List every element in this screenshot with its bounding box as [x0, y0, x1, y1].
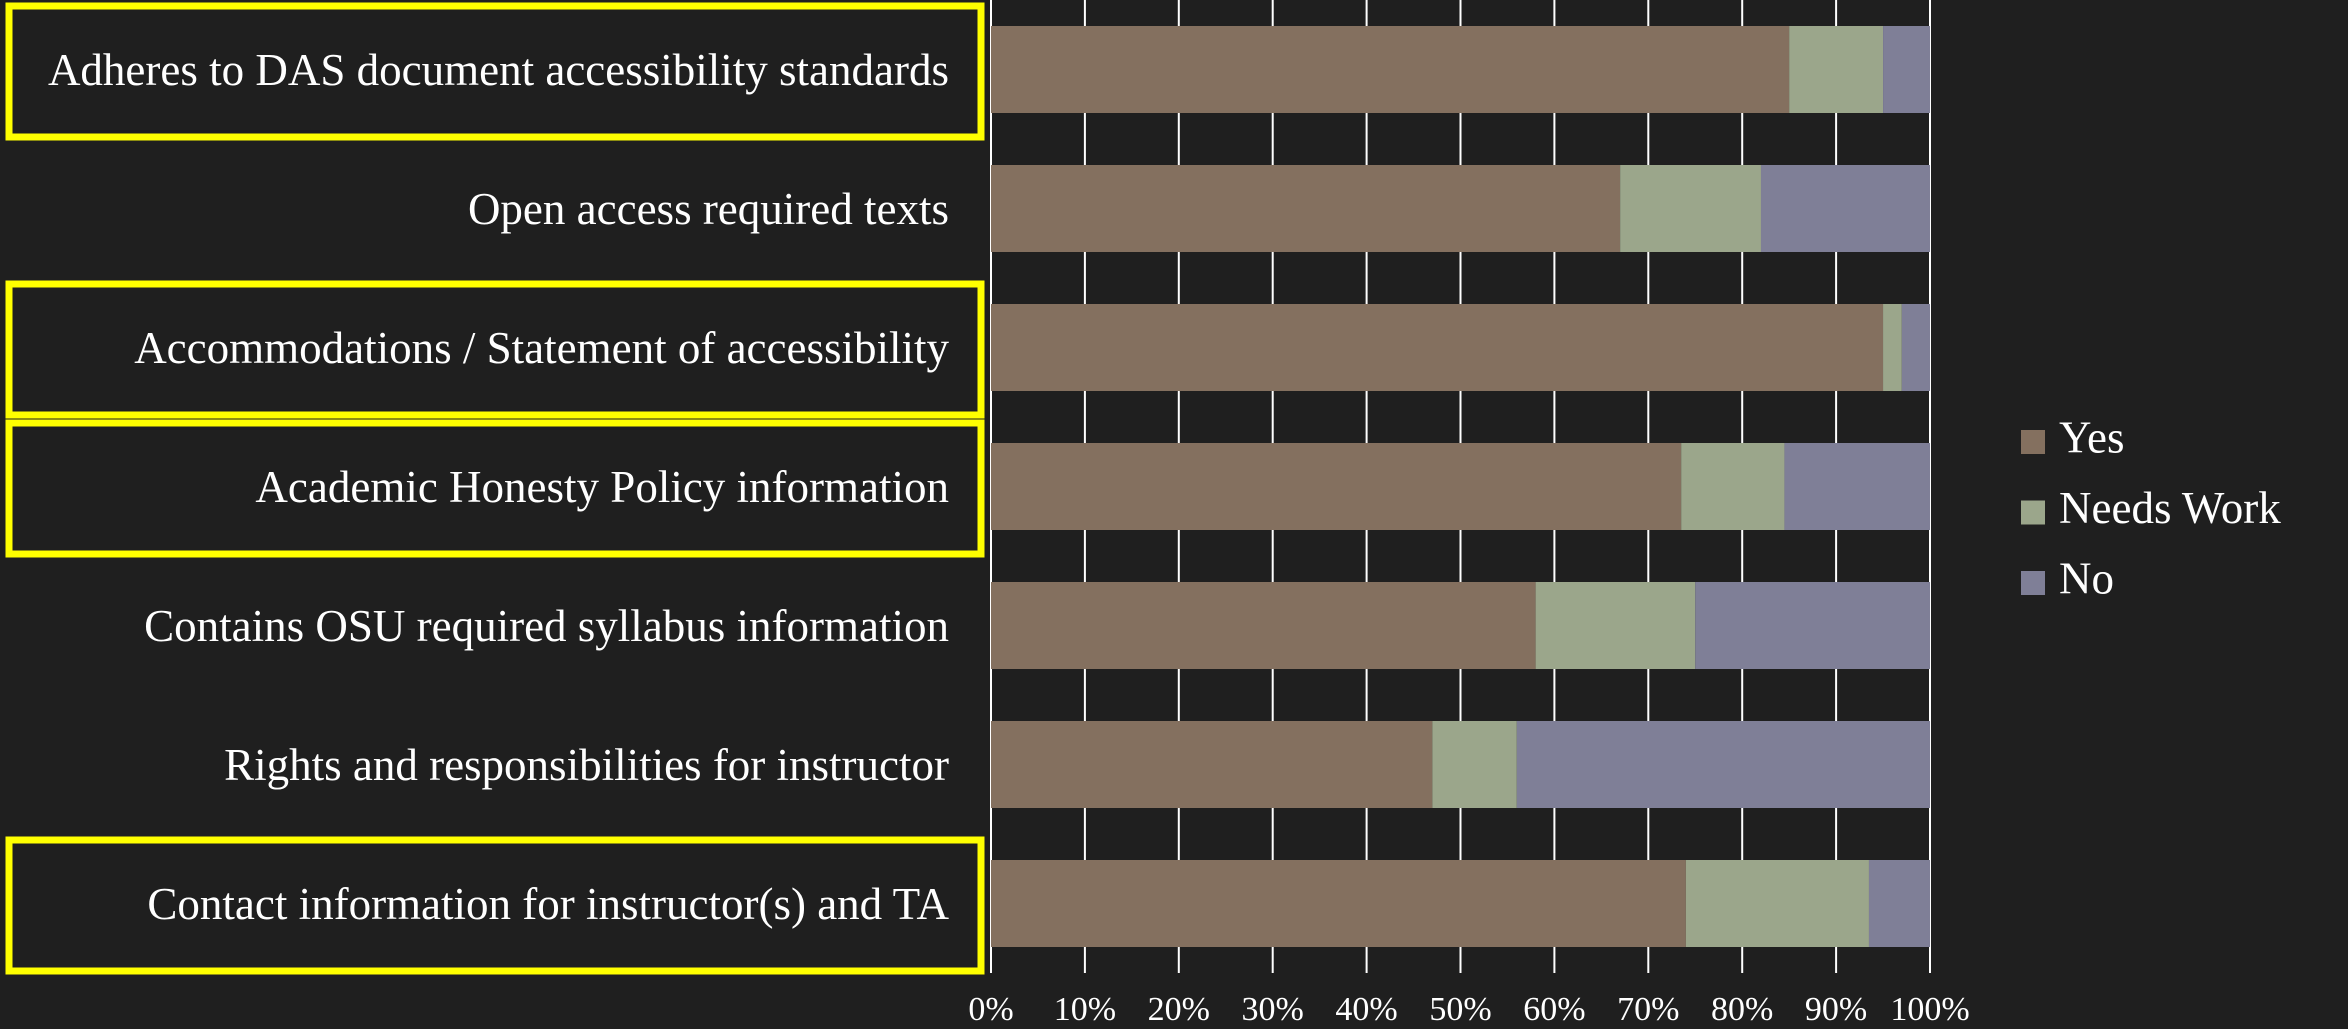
bar-segment — [1685, 860, 1869, 947]
bar-segment — [1868, 860, 1930, 947]
bar-segment — [1695, 582, 1930, 669]
x-tick-label: 70% — [1617, 991, 1679, 1028]
highlight-box — [5, 419, 985, 558]
x-tick-label: 0% — [968, 991, 1013, 1028]
x-tick-label: 30% — [1242, 991, 1304, 1028]
bar-segment — [1901, 304, 1930, 391]
bar-segment — [1789, 26, 1884, 113]
legend-label: Yes — [2059, 412, 2124, 462]
category-label-box: Adheres to DAS document accessibility st… — [0, 0, 949, 139]
bar-segment — [1681, 443, 1785, 530]
bar-segment — [1883, 26, 1930, 113]
category-label-box: Contains OSU required syllabus informati… — [0, 556, 949, 695]
bar-segment — [991, 860, 1686, 947]
category-label-box: Accommodations / Statement of accessibil… — [0, 278, 949, 417]
bar-segment — [991, 165, 1621, 252]
bar-segment — [991, 721, 1433, 808]
x-tick-label: 40% — [1335, 991, 1397, 1028]
y-tick-label: Adheres to DAS document accessibility st… — [47, 44, 949, 95]
bar-segment — [991, 443, 1682, 530]
y-tick-label: Contains OSU required syllabus informati… — [144, 600, 949, 651]
y-tick-label: Rights and responsibilities for instruct… — [224, 739, 949, 790]
legend-swatch — [2021, 500, 2045, 525]
category-label-box: Rights and responsibilities for instruct… — [0, 695, 949, 834]
category-label-box: Contact information for instructor(s) an… — [0, 834, 949, 973]
category-label-box: Academic Honesty Policy information — [0, 417, 949, 556]
x-tick-label: 100% — [1890, 991, 1969, 1028]
x-tick-label: 20% — [1148, 991, 1210, 1028]
highlight-box — [5, 280, 985, 419]
y-tick-label: Academic Honesty Policy information — [255, 461, 949, 512]
y-tick-label: Accommodations / Statement of accessibil… — [134, 322, 949, 373]
bar-segment — [1516, 721, 1930, 808]
bar-segment — [991, 26, 1790, 113]
bar-segment — [991, 582, 1536, 669]
bar-segment — [991, 304, 1884, 391]
bar-segment — [1883, 304, 1902, 391]
bar-segment — [1432, 721, 1517, 808]
y-tick-label: Open access required texts — [467, 183, 949, 234]
legend-swatch — [2021, 571, 2045, 595]
x-tick-label: 80% — [1711, 991, 1773, 1028]
y-tick-label: Contact information for instructor(s) an… — [147, 878, 949, 929]
x-tick-label: 50% — [1429, 991, 1491, 1028]
x-tick-label: 10% — [1054, 991, 1116, 1028]
legend-swatch — [2021, 430, 2045, 454]
highlight-box — [5, 2, 985, 141]
highlight-box — [5, 836, 985, 975]
category-label-box: Open access required texts — [0, 139, 949, 278]
bar-segment — [1620, 165, 1761, 252]
x-tick-label: 60% — [1523, 991, 1585, 1028]
x-tick-label: 90% — [1805, 991, 1867, 1028]
legend-label: Needs Work — [2059, 483, 2281, 533]
legend-label: No — [2059, 553, 2114, 603]
bar-segment — [1784, 443, 1930, 530]
bar-segment — [1760, 165, 1930, 252]
bar-segment — [1535, 582, 1696, 669]
